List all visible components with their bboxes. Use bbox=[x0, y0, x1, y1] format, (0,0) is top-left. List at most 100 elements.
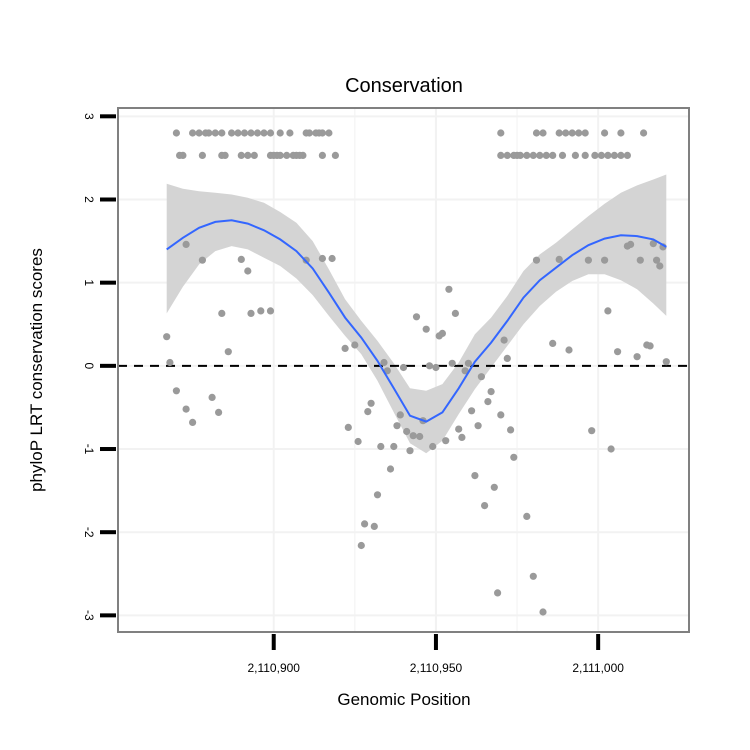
data-point bbox=[523, 512, 531, 521]
data-point bbox=[500, 336, 508, 344]
x-tick-label: 2,110,900 bbox=[247, 661, 300, 675]
data-point bbox=[396, 411, 404, 419]
data-point bbox=[195, 129, 203, 137]
data-point bbox=[532, 129, 541, 137]
data-point bbox=[189, 418, 197, 426]
data-point bbox=[425, 362, 434, 370]
data-point bbox=[234, 129, 242, 137]
y-tick-label: 2 bbox=[82, 196, 96, 203]
data-point bbox=[610, 151, 619, 159]
data-point bbox=[653, 256, 661, 264]
data-point bbox=[529, 151, 537, 159]
data-point bbox=[549, 339, 557, 347]
data-point bbox=[198, 151, 206, 159]
data-point bbox=[412, 313, 421, 321]
data-point bbox=[228, 129, 236, 137]
data-point bbox=[224, 348, 232, 356]
data-point bbox=[555, 129, 563, 137]
y-tick-label: -1 bbox=[82, 444, 96, 455]
data-point bbox=[341, 344, 349, 352]
data-point bbox=[276, 151, 284, 159]
data-point bbox=[328, 254, 336, 263]
data-point bbox=[357, 541, 365, 550]
data-point bbox=[276, 129, 284, 137]
data-point bbox=[361, 520, 369, 528]
data-point bbox=[523, 151, 531, 159]
y-tick-label: -2 bbox=[82, 527, 96, 538]
panel-border bbox=[117, 107, 690, 633]
y-tick-label: 0 bbox=[82, 362, 96, 369]
data-point bbox=[399, 363, 408, 372]
data-point bbox=[581, 129, 589, 137]
data-point bbox=[257, 307, 265, 315]
data-point bbox=[464, 359, 472, 367]
data-point bbox=[211, 129, 219, 137]
data-point bbox=[539, 129, 547, 137]
data-point bbox=[286, 129, 294, 137]
data-point bbox=[656, 262, 664, 270]
data-point bbox=[640, 129, 648, 137]
data-point bbox=[237, 255, 245, 263]
data-point bbox=[627, 240, 635, 248]
data-point bbox=[373, 491, 382, 499]
data-point bbox=[623, 151, 632, 159]
data-point bbox=[617, 129, 625, 137]
data-point bbox=[409, 432, 417, 440]
data-point bbox=[370, 522, 378, 531]
data-point bbox=[432, 363, 440, 372]
data-point bbox=[607, 445, 615, 453]
data-point bbox=[318, 254, 326, 263]
data-point bbox=[558, 151, 567, 159]
data-point bbox=[490, 483, 498, 491]
data-point bbox=[448, 359, 456, 367]
data-point bbox=[614, 348, 622, 356]
data-point bbox=[416, 432, 424, 441]
data-point bbox=[562, 129, 570, 137]
data-point bbox=[182, 240, 190, 248]
data-point bbox=[481, 502, 489, 510]
data-point bbox=[451, 309, 459, 317]
data-point bbox=[198, 256, 206, 264]
data-point bbox=[250, 151, 258, 159]
data-point bbox=[253, 129, 262, 137]
data-point bbox=[237, 151, 245, 159]
data-point bbox=[390, 442, 398, 451]
data-point bbox=[406, 447, 414, 455]
data-point bbox=[172, 387, 180, 395]
data-point bbox=[461, 367, 469, 375]
data-point bbox=[445, 285, 453, 293]
x-axis: 2,110,900 2,110,950 2,111,000 bbox=[247, 634, 624, 675]
data-point bbox=[649, 240, 657, 248]
data-point bbox=[584, 256, 593, 264]
chart-title: Conservation bbox=[345, 75, 463, 97]
data-point bbox=[588, 427, 596, 435]
data-point bbox=[539, 608, 547, 616]
data-point bbox=[549, 151, 557, 159]
data-point bbox=[182, 405, 190, 413]
smooth-line bbox=[166, 219, 667, 423]
confidence-band-group bbox=[166, 174, 667, 454]
x-tick-label: 2,110,950 bbox=[410, 661, 463, 675]
data-point bbox=[503, 151, 511, 159]
data-point bbox=[438, 329, 446, 337]
data-point bbox=[240, 129, 249, 137]
data-point bbox=[604, 307, 612, 315]
data-point bbox=[260, 129, 268, 137]
data-point bbox=[494, 589, 502, 597]
data-point bbox=[247, 129, 255, 137]
data-point bbox=[591, 151, 599, 159]
data-point bbox=[555, 255, 563, 263]
data-point bbox=[646, 342, 654, 350]
data-point bbox=[597, 151, 606, 159]
data-point bbox=[367, 399, 375, 407]
smooth-line-group bbox=[166, 219, 667, 423]
confidence-band bbox=[166, 174, 667, 454]
data-point bbox=[325, 129, 333, 137]
x-tick-label: 2,111,000 bbox=[572, 661, 624, 675]
y-axis: -3 -2 -1 0 1 2 3 bbox=[82, 113, 116, 621]
data-point bbox=[516, 151, 524, 159]
data-point bbox=[305, 129, 313, 137]
data-point bbox=[205, 129, 213, 137]
data-point bbox=[218, 129, 226, 137]
